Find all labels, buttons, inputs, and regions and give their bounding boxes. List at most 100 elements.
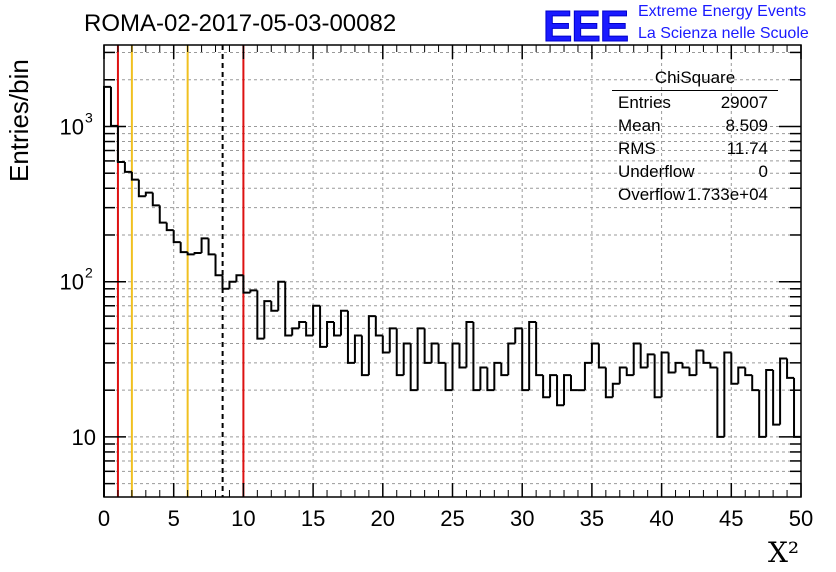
histogram-bin	[458, 343, 467, 369]
histogram-bin	[451, 342, 460, 391]
y-tick-label: 10	[72, 425, 96, 450]
histogram-bin	[116, 125, 125, 164]
histogram-bin	[228, 280, 237, 289]
histogram-bin	[569, 375, 578, 392]
histogram-bin	[235, 274, 244, 282]
histogram-bin	[123, 162, 132, 173]
stats-row-entries: Entries 29007	[612, 93, 778, 116]
stats-box: ChiSquare Entries 29007 Mean 8.509 RMS 1…	[612, 68, 778, 208]
histogram-bin	[472, 321, 481, 392]
histogram-bin	[542, 375, 551, 399]
histogram-bin	[172, 230, 181, 244]
histogram-bin	[639, 343, 648, 369]
histogram-bin	[667, 352, 676, 374]
histogram-bin	[695, 349, 704, 376]
stats-row-rms: RMS 11.74	[612, 139, 778, 162]
x-tick-label: 35	[580, 506, 604, 531]
histogram-bin	[779, 357, 788, 425]
histogram-bin	[374, 316, 383, 337]
histogram-bin	[716, 367, 725, 438]
histogram-bin	[277, 280, 286, 311]
stats-value: 1.733e+04	[687, 185, 768, 204]
chart-title: ROMA-02-2017-05-03-00082	[84, 10, 397, 37]
histogram-bin	[583, 361, 592, 391]
stats-label: Overflow	[618, 185, 686, 204]
histogram-bin	[200, 237, 209, 254]
histogram-bin	[521, 328, 530, 392]
histogram-bin	[319, 305, 328, 348]
stats-row-underflow: Underflow 0	[612, 162, 778, 185]
stats-value: 29007	[720, 93, 768, 112]
histogram-bin	[535, 321, 544, 377]
histogram-bin	[221, 275, 230, 290]
histogram-bin	[193, 252, 202, 255]
histogram-bin	[786, 358, 795, 379]
histogram-bin	[263, 300, 272, 339]
x-tick-label: 45	[719, 506, 743, 531]
histogram-bin	[625, 367, 634, 377]
histogram-bin	[103, 85, 111, 497]
stats-value: 8.509	[725, 116, 768, 135]
histogram-bin	[556, 375, 565, 407]
histogram-bin	[702, 350, 711, 364]
histogram-bin	[479, 366, 488, 391]
histogram-bin	[681, 362, 690, 369]
x-tick-label: 15	[301, 506, 325, 531]
histogram-bin	[514, 327, 523, 344]
histogram-bin	[402, 342, 411, 376]
histogram-bin	[109, 86, 118, 127]
stats-label: Mean	[618, 116, 661, 135]
histogram-bin	[737, 366, 746, 384]
histogram-bin	[291, 327, 300, 336]
histogram-bin	[130, 171, 139, 181]
histogram-bin	[597, 343, 606, 369]
x-tick-label: 25	[440, 506, 464, 531]
histogram-bin	[660, 351, 669, 398]
histogram-bin	[765, 368, 774, 437]
x-axis-label: X²	[768, 536, 800, 569]
histogram-bin	[249, 289, 258, 293]
histogram-bin	[186, 252, 195, 256]
histogram-bin	[653, 354, 662, 399]
stats-label: Underflow	[618, 162, 695, 181]
histogram-bin	[137, 179, 146, 198]
histogram-bin	[758, 390, 767, 438]
histogram-bin	[646, 353, 655, 368]
histogram-bin	[158, 205, 167, 224]
x-tick-label: 0	[98, 506, 110, 531]
histogram-bin	[507, 342, 516, 376]
histogram-bin	[688, 367, 697, 377]
histogram-bin	[528, 320, 537, 391]
histogram-bin	[611, 382, 620, 398]
histogram-bin	[416, 327, 425, 391]
histogram-bin	[333, 321, 341, 337]
y-tick-label: 10	[60, 270, 84, 295]
histogram-bin	[214, 254, 223, 277]
histogram-bin	[395, 328, 404, 377]
y-axis-label: Entries/bin	[4, 59, 34, 182]
x-tick-label: 10	[231, 506, 255, 531]
histogram-bin	[339, 309, 348, 336]
histogram-bin	[563, 374, 571, 406]
stats-value: 0	[758, 162, 768, 181]
x-tick-label: 20	[371, 506, 395, 531]
histogram-bin	[493, 361, 502, 391]
x-tick-label: 40	[649, 506, 673, 531]
histogram-bin	[793, 377, 801, 438]
stats-label: Entries	[618, 93, 671, 112]
y-tick-label: 10	[60, 114, 84, 139]
histogram-bin	[179, 242, 188, 254]
logo-line-1: Extreme Energy Events	[638, 3, 807, 20]
histogram-bin	[284, 281, 293, 337]
histogram-bin	[298, 320, 307, 329]
histogram-bin	[353, 334, 362, 363]
y-tick-exponent: 2	[85, 265, 93, 281]
histogram-bin	[256, 290, 265, 340]
histogram-bin	[444, 362, 453, 392]
stats-label: RMS	[618, 139, 656, 158]
histogram-bin	[486, 367, 495, 392]
histogram-bin	[744, 367, 753, 377]
histogram-bin	[367, 315, 376, 376]
histogram-bin	[730, 352, 739, 385]
